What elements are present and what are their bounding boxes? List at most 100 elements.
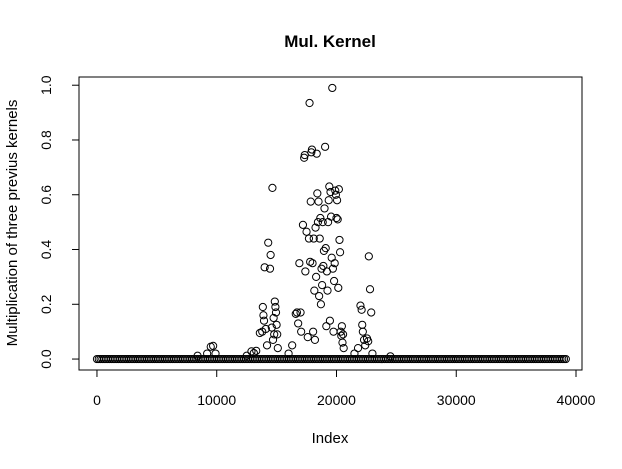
data-point (270, 330, 279, 339)
data-point (292, 308, 302, 317)
data-point (321, 142, 330, 151)
data-point (259, 316, 269, 325)
data-point (270, 297, 279, 306)
data-point (311, 223, 320, 232)
data-point (262, 341, 272, 350)
data-point (321, 244, 330, 253)
data-point (310, 335, 320, 344)
y-tick-label: 0.4 (38, 240, 54, 260)
data-point (328, 83, 337, 93)
y-tick-label: 0.2 (38, 294, 54, 314)
data-point (324, 196, 333, 205)
data-point (339, 343, 348, 353)
data-point (358, 320, 367, 329)
data-point (333, 215, 342, 224)
data-point (269, 313, 278, 323)
data-point (314, 197, 323, 206)
data-point (316, 213, 325, 223)
data-point (297, 327, 306, 336)
data-point (335, 235, 344, 245)
data-point (288, 341, 297, 350)
data-point (302, 227, 311, 236)
data-point (306, 257, 315, 266)
data-point (332, 196, 342, 205)
data-point (301, 267, 310, 276)
data-point (330, 259, 339, 268)
y-tick-label: 0.6 (38, 185, 54, 205)
data-point (386, 352, 395, 361)
data-point (306, 197, 315, 206)
data-point (247, 347, 256, 356)
data-point (309, 327, 318, 336)
data-point (364, 252, 373, 261)
data-point (332, 213, 341, 223)
y-tick-label: 1.0 (38, 75, 54, 95)
y-tick-label: 0.0 (38, 349, 54, 369)
data-point (320, 204, 329, 213)
x-tick-label: 0 (93, 392, 101, 408)
data-point (268, 335, 278, 344)
plot-frame (78, 76, 583, 371)
data-point (335, 248, 345, 257)
data-point (365, 285, 375, 294)
y-axis: 0.0 0.2 0.4 0.6 0.8 1.0 (38, 75, 80, 369)
data-point (318, 218, 327, 227)
data-point (294, 319, 303, 328)
data-point (337, 322, 346, 331)
data-point (211, 349, 220, 358)
data-point (367, 308, 376, 317)
data-point (318, 281, 327, 290)
x-tick-label: 40000 (557, 392, 596, 408)
data-point (193, 351, 202, 360)
data-point (273, 330, 282, 339)
data-point (271, 302, 280, 312)
data-point (304, 234, 314, 243)
y-tick-label: 0.8 (38, 130, 54, 150)
x-tick-label: 20000 (317, 392, 356, 408)
data-point (561, 354, 570, 364)
data-point (364, 337, 373, 346)
data-point (323, 286, 332, 295)
data-point (260, 263, 269, 272)
data-point (334, 283, 343, 292)
data-point (272, 320, 281, 329)
data-point (268, 183, 277, 193)
data-point (324, 218, 333, 227)
data-point (252, 346, 261, 355)
data-point (325, 316, 335, 325)
data-point (305, 98, 314, 108)
data-point (298, 220, 308, 229)
data-point (312, 149, 321, 158)
x-axis: 0 10000 20000 30000 40000 (93, 369, 596, 408)
data-point (329, 327, 338, 336)
data-point (313, 218, 323, 227)
data-point (356, 301, 365, 310)
data-point (328, 264, 337, 273)
data-point (291, 309, 300, 318)
data-point (308, 259, 317, 268)
data-point (325, 182, 334, 191)
data-point (258, 302, 267, 312)
data-point (309, 234, 318, 243)
data-point (316, 300, 326, 309)
data-point (312, 272, 321, 281)
x-axis-label: Index (312, 430, 349, 447)
data-point (315, 291, 324, 301)
data-point (307, 145, 317, 154)
data-point (284, 349, 293, 358)
data-point (315, 234, 324, 243)
data-point (331, 186, 340, 195)
data-point (271, 308, 281, 317)
data-point (261, 324, 270, 334)
data-point (273, 343, 282, 353)
chart-title: Mul. Kernel (284, 32, 376, 51)
data-point (249, 348, 258, 358)
data-point (353, 343, 363, 353)
data-point (336, 327, 345, 336)
data-point (327, 253, 336, 262)
data-point (368, 349, 377, 358)
data-point (209, 341, 218, 351)
y-axis-label: Multiplication of three previus kernels (4, 100, 21, 347)
x-tick-label: 30000 (437, 392, 476, 408)
